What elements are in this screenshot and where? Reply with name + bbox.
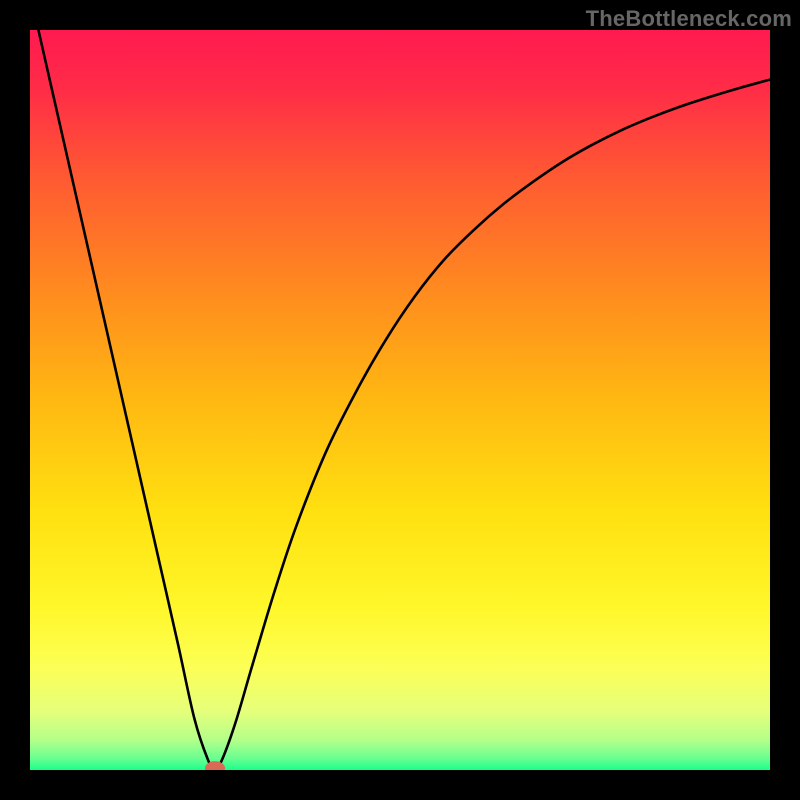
watermark-text: TheBottleneck.com <box>586 6 792 32</box>
optimum-dip-marker <box>205 761 225 775</box>
gradient-background <box>30 30 770 770</box>
bottleneck-chart <box>0 0 800 800</box>
